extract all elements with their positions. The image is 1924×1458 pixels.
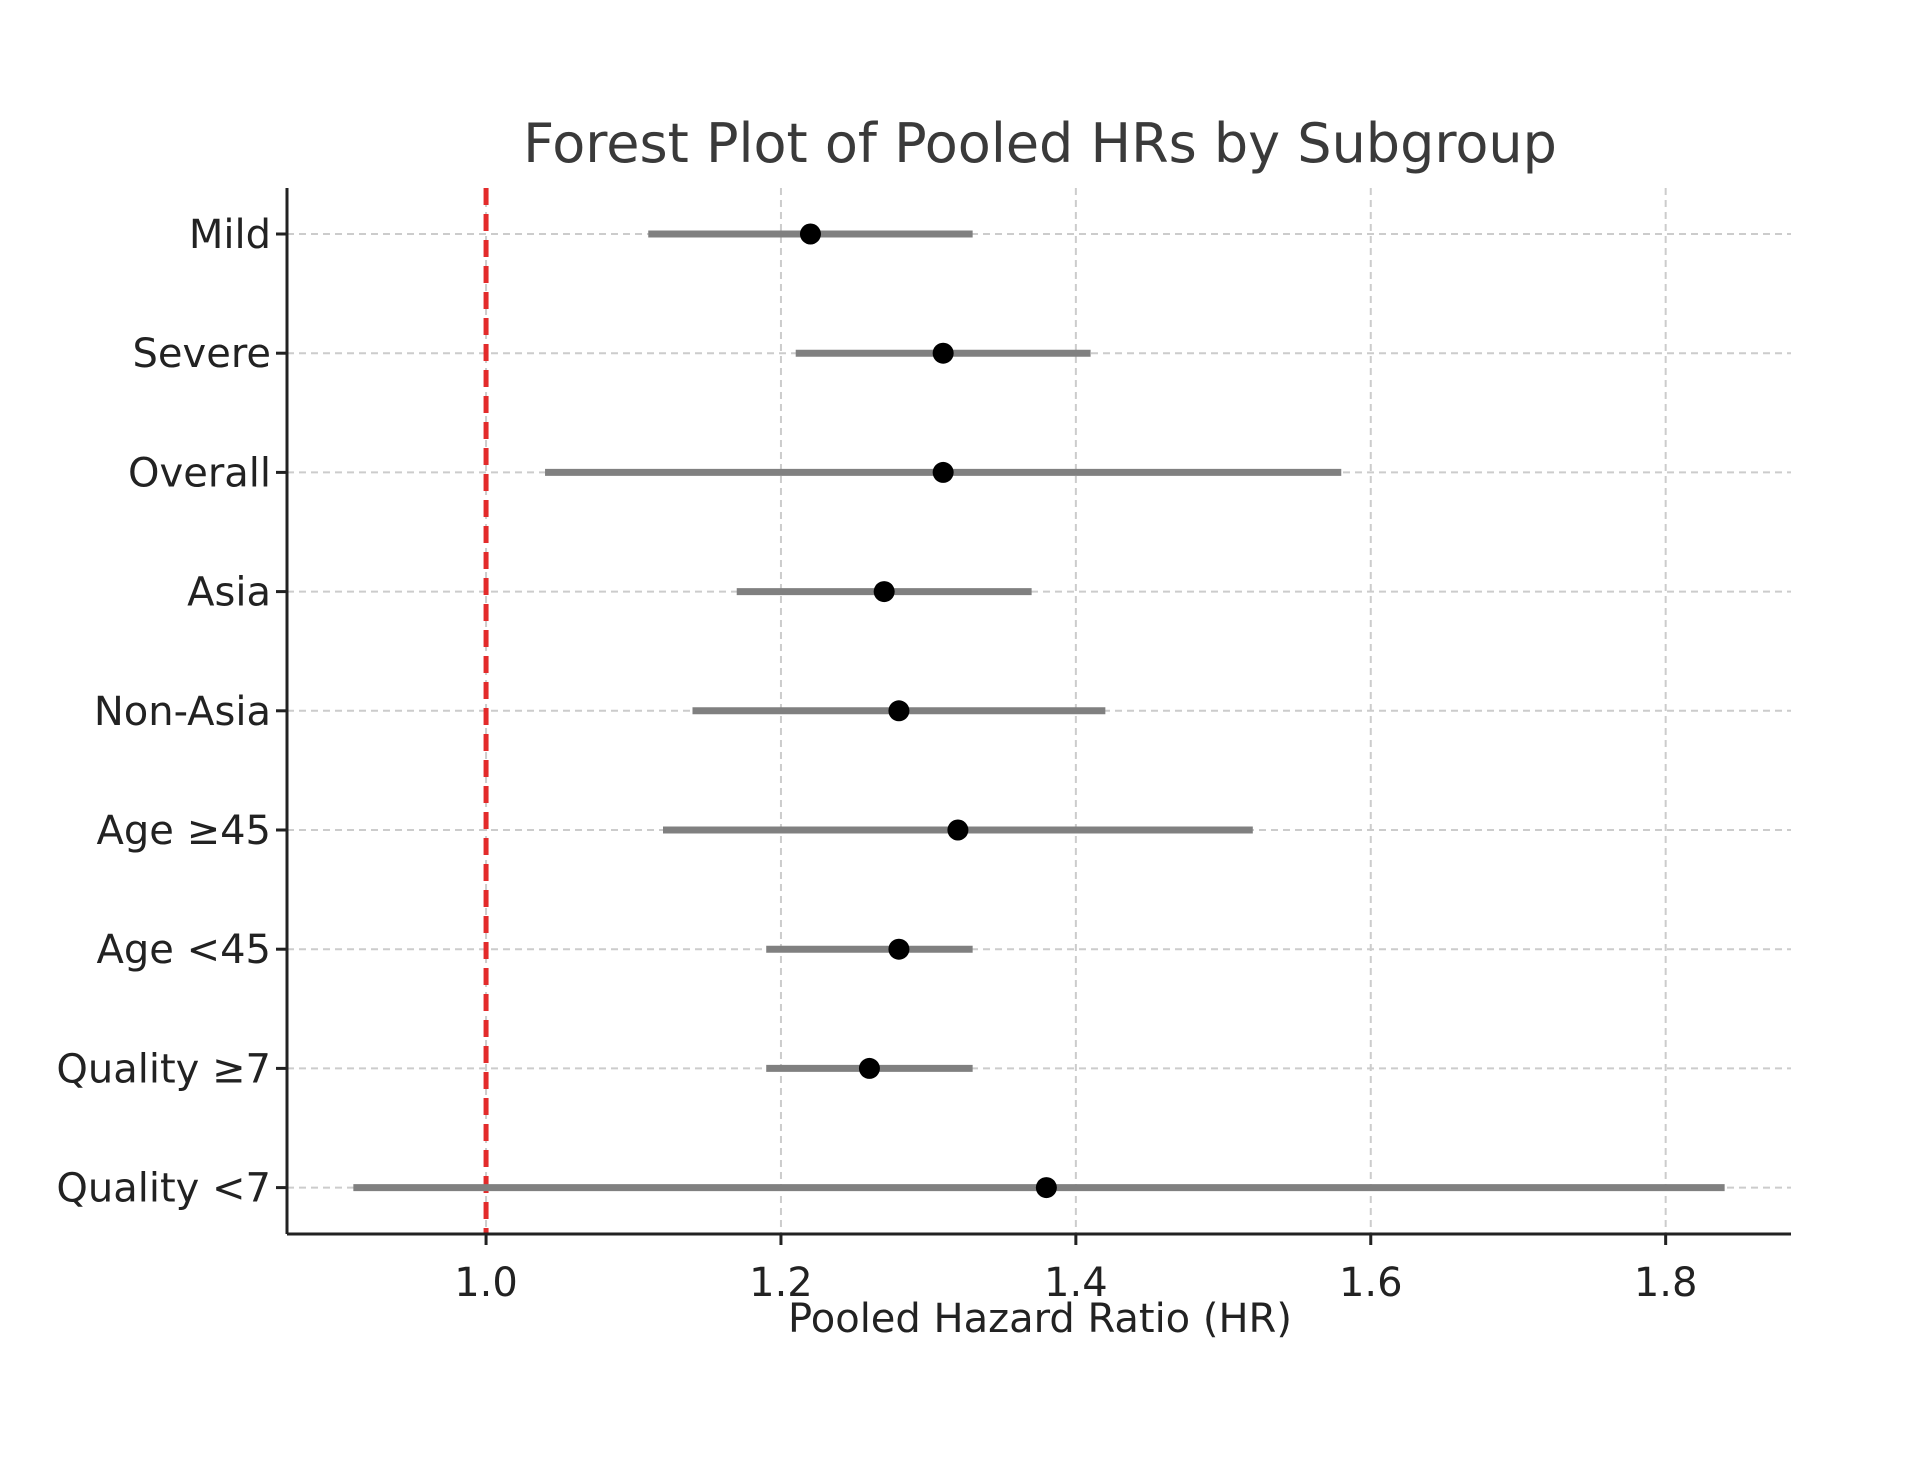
hr-point: [888, 938, 910, 960]
y-tick-label: Mild: [189, 212, 271, 258]
x-tick-label: 1.4: [1044, 1260, 1108, 1306]
y-tick-labels: Mild Severe Overall Asia Non-Asia Age ≥45 Age …: [56, 212, 271, 1212]
axes: [276, 188, 1791, 1245]
x-tick-label: 1.6: [1339, 1260, 1403, 1306]
y-tick-label: Severe: [133, 331, 271, 377]
hr-point: [1035, 1177, 1057, 1199]
hr-point: [873, 581, 895, 603]
hazard-ratio-points: [799, 223, 1057, 1199]
x-tick-labels: 1.0 1.2 1.4 1.6 1.8: [454, 1260, 1697, 1306]
y-tick-label: Non-Asia: [94, 689, 271, 735]
chart-title: Forest Plot of Pooled HRs by Subgroup: [523, 112, 1557, 175]
hr-point: [932, 461, 954, 483]
confidence-intervals: [353, 230, 1725, 1192]
y-tick-label: Quality ≥7: [56, 1046, 271, 1092]
y-tick-label: Age <45: [97, 927, 272, 973]
hr-point: [858, 1057, 880, 1079]
x-axis-label: Pooled Hazard Ratio (HR): [788, 1296, 1292, 1342]
x-tick-label: 1.2: [749, 1260, 813, 1306]
y-tick-label: Age ≥45: [97, 808, 272, 854]
x-tick-label: 1.8: [1634, 1260, 1698, 1306]
hr-point: [799, 223, 821, 245]
y-tick-label: Quality <7: [56, 1166, 271, 1212]
y-tick-label: Overall: [128, 450, 271, 496]
hr-point: [888, 700, 910, 722]
x-tick-label: 1.0: [454, 1260, 518, 1306]
hr-point: [947, 819, 969, 841]
hr-point: [932, 342, 954, 364]
y-tick-label: Asia: [187, 570, 271, 616]
